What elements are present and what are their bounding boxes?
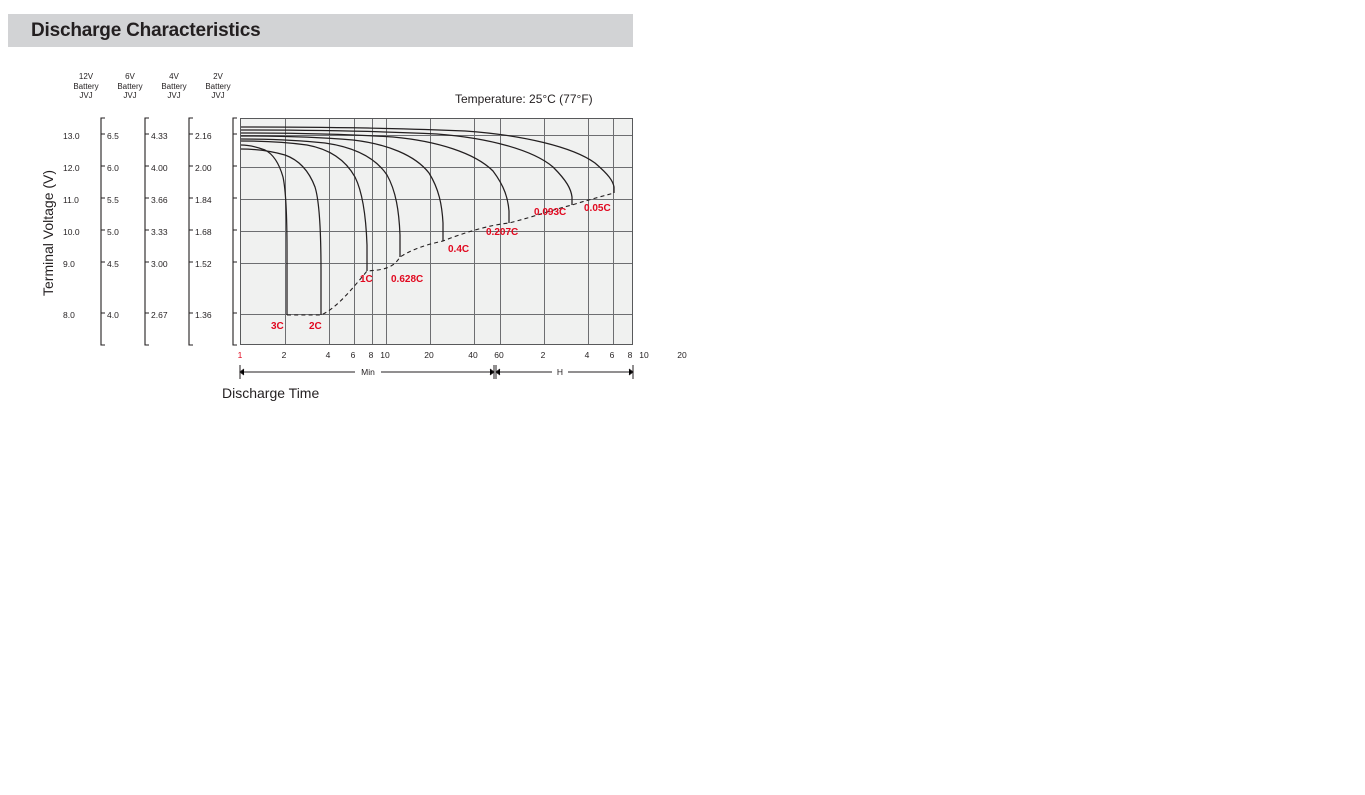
ytick-2v-5: 1.36 xyxy=(195,310,212,320)
discharge-axis-brackets xyxy=(100,117,237,346)
ytick-2v-2: 1.84 xyxy=(195,195,212,205)
xtick-d-0: 1 xyxy=(237,350,243,360)
panel-temperature-capacity: Temperature Effects in Relation to Batte… xyxy=(0,440,683,795)
panel-float-life: Temperature Effects on Long Term Float L… xyxy=(683,440,1365,795)
ytick-4v-3: 3.33 xyxy=(151,227,168,237)
series-label-3c: 3C xyxy=(271,321,284,332)
ytick-6v-0: 6.5 xyxy=(107,131,119,141)
xtick-d-11: 6 xyxy=(609,350,615,360)
section-title-discharge: Discharge Characteristics xyxy=(31,19,261,41)
float-axis-brackets xyxy=(683,0,1365,440)
ytick-12v-4: 9.0 xyxy=(63,259,75,269)
xtick-d-4: 8 xyxy=(368,350,374,360)
series-label-1c: 1C xyxy=(360,274,373,285)
col-header-2v: 2V Battery JVJ xyxy=(205,72,231,100)
xtick-d-5: 10 xyxy=(380,350,390,360)
xtick-d-13: 10 xyxy=(639,350,649,360)
xtick-d-1: 2 xyxy=(281,350,287,360)
ytick-6v-4: 4.5 xyxy=(107,259,119,269)
xtick-d-8: 60 xyxy=(494,350,504,360)
ytick-6v-1: 6.0 xyxy=(107,163,119,173)
xtick-d-10: 4 xyxy=(584,350,590,360)
xtick-d-6: 20 xyxy=(424,350,434,360)
ytick-4v-5: 2.67 xyxy=(151,310,168,320)
series-label-0-4c: 0.4C xyxy=(448,244,470,255)
ytick-2v-3: 1.68 xyxy=(195,227,212,237)
ytick-12v-5: 8.0 xyxy=(63,310,75,320)
discharge-x-axis-title: Discharge Time xyxy=(222,385,320,401)
xtick-d-3: 6 xyxy=(350,350,356,360)
col-header-12v: 12V Battery JVJ xyxy=(73,72,99,100)
ytick-6v-5: 4.0 xyxy=(107,310,119,320)
ytick-4v-0: 4.33 xyxy=(151,131,168,141)
ytick-12v-3: 10.0 xyxy=(63,227,80,237)
col-header-6v: 6V Battery JVJ xyxy=(117,72,143,100)
range-label-min: Min xyxy=(361,367,375,377)
ytick-12v-2: 11.0 xyxy=(63,195,79,205)
discharge-temperature-annotation: Temperature: 25°C (77°F) xyxy=(455,92,593,106)
ytick-6v-3: 5.0 xyxy=(107,227,119,237)
ytick-2v-0: 2.16 xyxy=(195,131,212,141)
ytick-2v-4: 1.52 xyxy=(195,259,212,269)
series-label-0-093c: 0.093C xyxy=(534,207,567,218)
xtick-d-9: 2 xyxy=(540,350,546,360)
xtick-d-12: 8 xyxy=(627,350,633,360)
ytick-12v-0: 13.0 xyxy=(63,131,80,141)
discharge-plot-area: 3C 2C 1C 0.628C 0.4C 0.207C 0.093C 0.05C xyxy=(240,118,633,345)
series-label-0-628c: 0.628C xyxy=(391,274,424,285)
series-label-0-05c: 0.05C xyxy=(584,203,611,214)
ytick-12v-1: 12.0 xyxy=(63,163,80,173)
ytick-4v-1: 4.00 xyxy=(151,163,168,173)
ytick-2v-1: 2.00 xyxy=(195,163,212,173)
xtick-d-14: 20 xyxy=(677,350,687,360)
col-header-4v: 4V Battery JVJ xyxy=(161,72,187,100)
ytick-4v-4: 3.00 xyxy=(151,259,168,269)
section-header-discharge: Discharge Characteristics xyxy=(8,14,633,47)
discharge-range-bars xyxy=(239,365,634,379)
panel-discharge-characteristics: Discharge Characteristics 12V Battery JVJ … xyxy=(0,0,687,440)
xtick-d-2: 4 xyxy=(325,350,331,360)
ytick-4v-2: 3.66 xyxy=(151,195,168,205)
discharge-curves xyxy=(241,126,615,316)
panel-float-charging: Float Charging Characteristics ChargeVol… xyxy=(683,0,1365,440)
ytick-6v-2: 5.5 xyxy=(107,195,119,205)
series-label-2c: 2C xyxy=(309,321,322,332)
series-label-0-207c: 0.207C xyxy=(486,227,519,238)
range-label-h: H xyxy=(556,367,564,377)
xtick-d-7: 40 xyxy=(468,350,478,360)
